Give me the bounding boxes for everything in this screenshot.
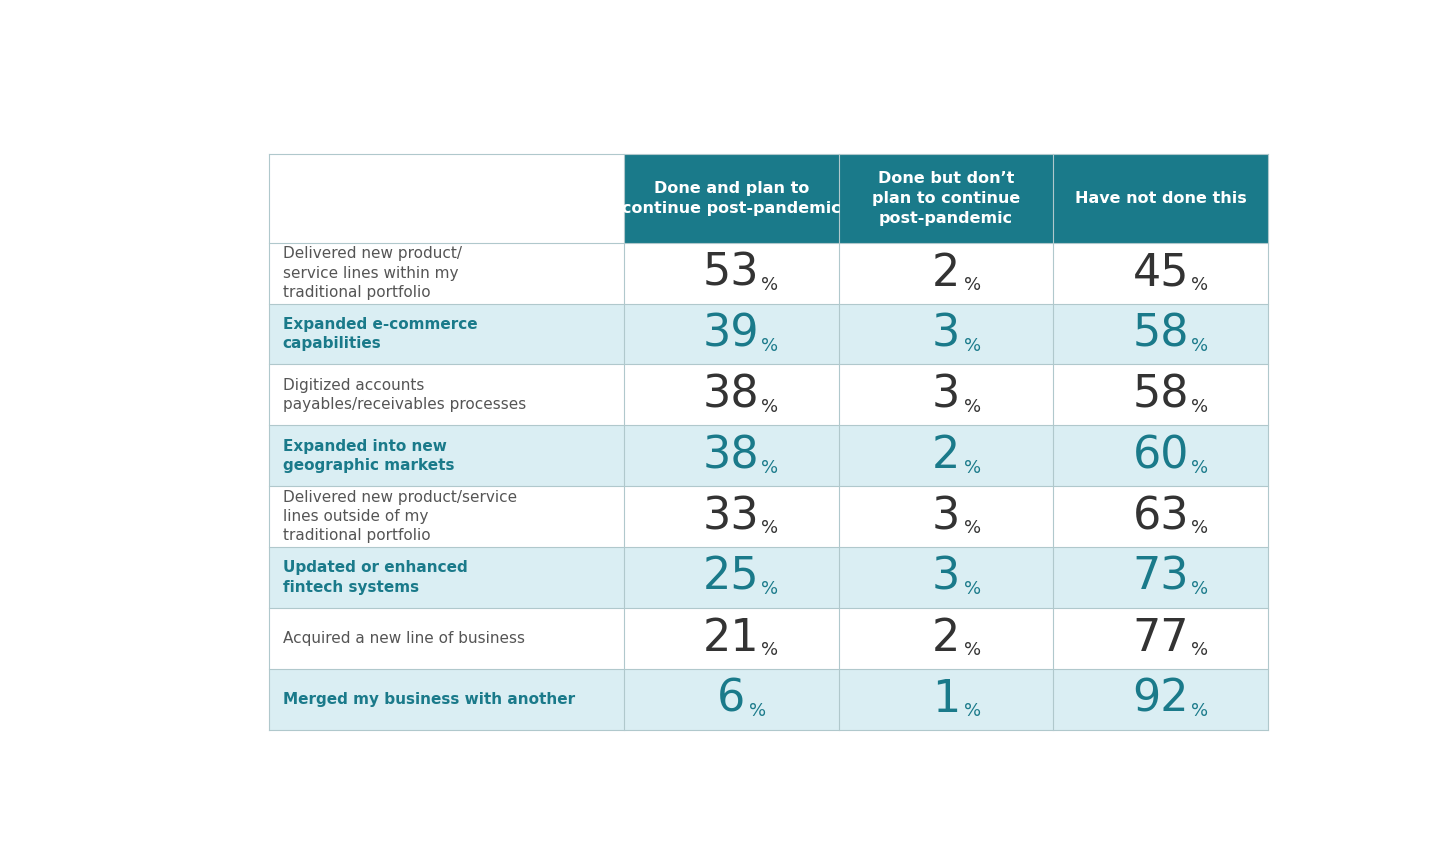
Bar: [269, 547, 1269, 608]
Text: 58: 58: [1132, 313, 1189, 355]
Text: %: %: [1191, 519, 1208, 537]
Text: %: %: [762, 581, 779, 598]
Text: %: %: [1191, 581, 1208, 598]
Text: 39: 39: [703, 313, 759, 355]
Text: 3: 3: [932, 496, 960, 538]
Text: 73: 73: [1132, 556, 1189, 599]
Text: %: %: [762, 276, 779, 294]
Text: %: %: [762, 337, 779, 354]
Text: 38: 38: [703, 373, 759, 416]
Text: %: %: [963, 641, 981, 659]
Text: 53: 53: [703, 252, 759, 295]
Text: %: %: [963, 276, 981, 294]
Text: %: %: [762, 458, 779, 477]
Text: %: %: [963, 581, 981, 598]
Bar: [269, 669, 1269, 729]
Bar: [624, 155, 838, 243]
Text: 21: 21: [703, 617, 759, 660]
Text: %: %: [1191, 276, 1208, 294]
Text: 2: 2: [932, 434, 960, 477]
Text: 25: 25: [703, 556, 759, 599]
Text: 3: 3: [932, 313, 960, 355]
Text: %: %: [762, 519, 779, 537]
Text: Merged my business with another: Merged my business with another: [282, 692, 575, 706]
Bar: [838, 155, 1053, 243]
Text: 2: 2: [932, 252, 960, 295]
Text: %: %: [1191, 641, 1208, 659]
Text: 33: 33: [703, 496, 760, 538]
Bar: [269, 303, 1269, 365]
Text: Delivered new product/
service lines within my
traditional portfolio: Delivered new product/ service lines wit…: [282, 246, 462, 300]
Text: 63: 63: [1132, 496, 1189, 538]
Text: %: %: [1191, 702, 1208, 720]
Text: Have not done this: Have not done this: [1074, 191, 1247, 206]
Text: %: %: [749, 702, 766, 720]
Text: %: %: [1191, 458, 1208, 477]
Text: 38: 38: [703, 434, 759, 477]
Text: %: %: [1191, 398, 1208, 416]
Bar: [269, 243, 1269, 303]
Text: Expanded into new
geographic markets: Expanded into new geographic markets: [282, 439, 454, 473]
Text: 45: 45: [1132, 252, 1189, 295]
Text: %: %: [963, 337, 981, 354]
Text: 77: 77: [1132, 617, 1189, 660]
Text: Done and plan to
continue post-pandemic: Done and plan to continue post-pandemic: [622, 181, 841, 216]
Text: %: %: [963, 458, 981, 477]
Bar: [269, 365, 1269, 425]
Bar: [269, 608, 1269, 669]
Text: 3: 3: [932, 556, 960, 599]
Bar: [269, 425, 1269, 486]
Text: Expanded e-commerce
capabilities: Expanded e-commerce capabilities: [282, 317, 477, 351]
Text: %: %: [762, 641, 779, 659]
Text: 1: 1: [932, 677, 960, 721]
Text: 6: 6: [717, 677, 746, 721]
Text: Updated or enhanced
fintech systems: Updated or enhanced fintech systems: [282, 560, 468, 595]
Text: Acquired a new line of business: Acquired a new line of business: [282, 631, 524, 646]
Text: %: %: [963, 519, 981, 537]
Text: Delivered new product/service
lines outside of my
traditional portfolio: Delivered new product/service lines outs…: [282, 490, 517, 543]
Text: 58: 58: [1132, 373, 1189, 416]
Text: Done but don’t
plan to continue
post-pandemic: Done but don’t plan to continue post-pan…: [871, 171, 1020, 226]
Bar: [269, 486, 1269, 547]
Text: %: %: [762, 398, 779, 416]
Text: Digitized accounts
payables/receivables processes: Digitized accounts payables/receivables …: [282, 377, 526, 412]
Text: %: %: [1191, 337, 1208, 354]
Text: 92: 92: [1132, 677, 1189, 721]
Bar: [1053, 155, 1269, 243]
Text: 2: 2: [932, 617, 960, 660]
Text: 60: 60: [1132, 434, 1189, 477]
Text: 3: 3: [932, 373, 960, 416]
Text: %: %: [963, 398, 981, 416]
Text: %: %: [963, 702, 981, 720]
